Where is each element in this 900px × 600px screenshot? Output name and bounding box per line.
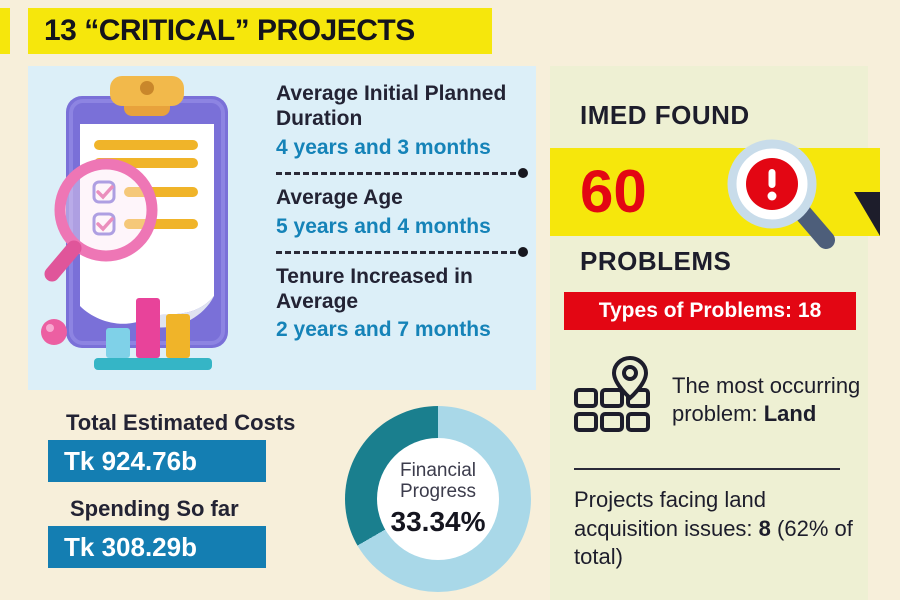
stat-label: Average Initial Planned Duration xyxy=(276,82,507,130)
stat-value: 4 years and 3 months xyxy=(276,135,491,159)
clipboard-illustration xyxy=(32,70,272,387)
land-issues-text: Projects facing land acquisition issues:… xyxy=(574,486,856,572)
ribbon-fold xyxy=(854,192,880,236)
problem-types-banner: Types of Problems: 18 xyxy=(564,292,856,330)
most-occurring-row: The most occurring problem: Land xyxy=(572,354,862,445)
stat-label: Average Age xyxy=(276,185,403,209)
most-occurring-value: Land xyxy=(763,400,817,426)
clipboard-icon xyxy=(41,76,228,370)
divider-dot xyxy=(518,167,528,178)
duration-stats-panel: Average Initial Planned Duration 4 years… xyxy=(28,66,536,390)
land-issues-count: 8 xyxy=(758,515,771,541)
divider-dot xyxy=(518,246,528,257)
financial-progress-donut-chart: Financial Progress 33.34% xyxy=(345,406,531,592)
map-pin-icon xyxy=(572,354,658,445)
page-title: 13 “CRITICAL” PROJECTS xyxy=(44,14,415,47)
land-issues-suffix: (62% of total) xyxy=(574,515,853,570)
stat-label: Tenure Increased in Average xyxy=(276,264,473,313)
total-costs-value: Tk 924.76b xyxy=(48,440,266,482)
total-costs-label: Total Estimated Costs xyxy=(66,410,296,435)
land-issues-prefix: Projects facing land acquisition issues: xyxy=(574,487,766,541)
stat-average-age: Average Age 5 years and 4 months xyxy=(276,186,530,240)
problems-panel: IMED FOUND 60 PROBLEMS Types of Problems… xyxy=(550,66,880,600)
spending-value: Tk 308.29b xyxy=(48,526,266,568)
title-banner: 13 “CRITICAL” PROJECTS xyxy=(28,8,492,54)
stat-value: 5 years and 4 months xyxy=(276,214,491,238)
problems-label: PROBLEMS xyxy=(580,246,732,276)
donut-center: Financial Progress 33.34% xyxy=(377,438,499,560)
spending-label: Spending So far xyxy=(70,496,239,521)
problems-count-banner: 60 xyxy=(550,139,880,249)
dashed-divider xyxy=(276,246,528,257)
dashed-divider xyxy=(276,167,528,178)
section-divider xyxy=(574,468,840,470)
stat-tenure-increase: Tenure Increased in Average 2 years and … xyxy=(276,265,530,344)
problems-count: 60 xyxy=(580,158,647,225)
donut-value: 33.34% xyxy=(390,506,486,538)
most-occurring-prefix: The most occurring problem: xyxy=(672,373,861,426)
stats-list: Average Initial Planned Duration 4 years… xyxy=(276,82,530,344)
title-banner-sliver xyxy=(0,8,10,54)
stat-planned-duration: Average Initial Planned Duration 4 years… xyxy=(276,82,530,161)
donut-label: Financial Progress xyxy=(399,459,477,502)
most-occurring-text: The most occurring problem: Land xyxy=(672,372,862,427)
stat-value: 2 years and 7 months xyxy=(276,318,491,342)
magnifier-alert-icon xyxy=(724,138,836,255)
imed-found-label: IMED FOUND xyxy=(580,100,750,130)
